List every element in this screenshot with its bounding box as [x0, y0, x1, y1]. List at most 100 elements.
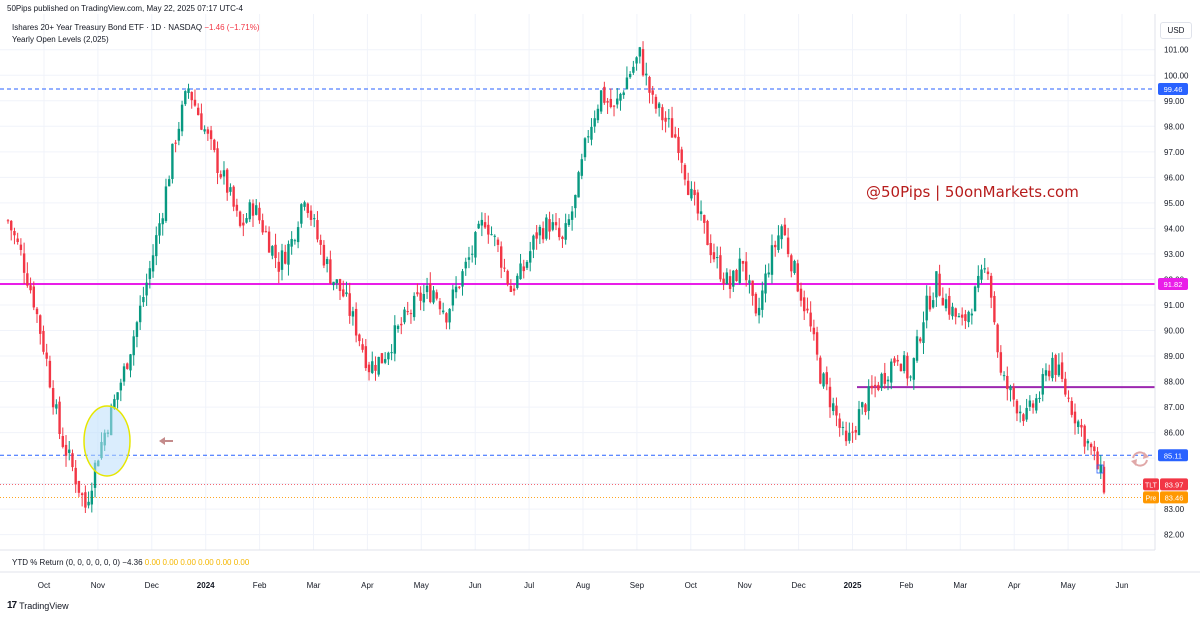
candle-body [393, 325, 397, 354]
candle-body [403, 309, 406, 323]
candle-body [296, 227, 300, 243]
price-tick-label: 98.00 [1164, 122, 1185, 131]
price-tick-label: 90.00 [1164, 326, 1185, 335]
candle-body [703, 214, 706, 223]
candle-body [722, 278, 725, 284]
candle-body [206, 129, 210, 134]
ytd-return-legend: YTD % Return (0, 0, 0, 0, 0, 0) −4.36 0.… [12, 558, 249, 567]
candle-body [416, 292, 419, 295]
candle-body [309, 210, 313, 220]
time-tick-label: Dec [791, 581, 805, 590]
candle-body [980, 269, 983, 280]
candle-body [587, 136, 590, 138]
candle-body [61, 436, 64, 447]
candle-body [973, 286, 977, 312]
candle-body [522, 266, 525, 272]
candle-body [171, 143, 174, 180]
candle-body [844, 430, 848, 442]
candle-body [699, 211, 703, 215]
candle-body [1035, 398, 1038, 411]
candle-body [503, 267, 506, 269]
candle-body [390, 352, 393, 354]
candle-body [516, 275, 519, 288]
candle-body [580, 159, 583, 176]
candle-body [828, 386, 832, 408]
candle-body [709, 242, 712, 256]
candle-body [306, 203, 309, 214]
candle-body [780, 226, 783, 240]
level-price-tag [1158, 83, 1188, 96]
candle-body [854, 430, 857, 433]
candle-body [39, 315, 42, 334]
candle-body [313, 218, 316, 220]
candle-body [387, 352, 390, 360]
candle-body [922, 322, 925, 344]
candlestick-series [6, 41, 1106, 514]
candle-body [383, 359, 387, 363]
ytd-label[interactable]: YTD % Return (0, 0, 0, 0, 0, 0) [12, 558, 121, 567]
price-value-label: 83.97 [1165, 480, 1184, 489]
candle-body [132, 336, 135, 356]
candle-body [48, 360, 52, 388]
time-tick-label: Apr [1008, 581, 1021, 590]
candle-body [806, 308, 809, 311]
candle-body [996, 324, 999, 353]
candle-body [619, 93, 622, 101]
price-tick-label: 97.00 [1164, 148, 1185, 157]
tradingview-footer[interactable]: 17 TradingView [7, 600, 69, 611]
candle-body [960, 314, 964, 318]
candle-body [728, 276, 732, 289]
level-price-tag [1158, 449, 1188, 462]
candle-body [500, 246, 503, 268]
candle-body [902, 355, 906, 372]
candle-body [551, 222, 554, 230]
candle-body [116, 392, 119, 400]
price-tick-label: 95.00 [1164, 199, 1185, 208]
candle-body [719, 255, 722, 280]
candle-body [783, 224, 787, 236]
candle-body [1086, 440, 1090, 444]
candle-body [26, 273, 29, 286]
candle-body [651, 90, 654, 95]
time-tick-label: Oct [38, 581, 51, 590]
candle-body [583, 138, 587, 158]
candle-body [29, 285, 32, 291]
time-tick-label: Aug [576, 581, 590, 590]
candle-body [155, 235, 158, 257]
candle-body [19, 244, 23, 250]
candle-body [870, 385, 874, 389]
candle-body [245, 218, 248, 223]
candle-body [138, 305, 142, 323]
candle-body [983, 268, 986, 270]
tradingview-logo-icon: 17 [7, 600, 17, 611]
candle-body [222, 170, 226, 177]
price-name-tag [1143, 491, 1159, 504]
symbol-title[interactable]: Ishares 20+ Year Treasury Bond ETF · 1D … [12, 23, 203, 32]
price-tick-label: 87.00 [1164, 403, 1185, 412]
candle-body [303, 202, 306, 207]
candle-body [886, 379, 890, 382]
candle-body [1077, 421, 1080, 427]
candle-body [284, 251, 287, 264]
candle-body [319, 239, 322, 245]
candle-body [58, 401, 61, 434]
candle-body [835, 405, 838, 416]
candle-body [751, 280, 754, 296]
candle-body [599, 90, 603, 112]
candle-body [1048, 370, 1051, 377]
candle-body [470, 253, 474, 255]
candle-body [477, 223, 480, 229]
currency-button[interactable]: USD [1160, 22, 1192, 39]
candle-body [957, 316, 961, 318]
time-axis: Oct Nov Dec 2024 Feb Mar Apr May Jun Jul Aug Sep Oct… [38, 581, 1129, 590]
candle-body [226, 169, 229, 193]
candle-body [213, 139, 216, 150]
candle-body [193, 99, 197, 106]
candle-body [928, 295, 932, 310]
candle-body [1031, 403, 1035, 408]
candle-body [42, 330, 45, 352]
price-tick-label: 86.00 [1164, 429, 1185, 438]
indicator-title[interactable]: Yearly Open Levels (2,025) [12, 35, 109, 44]
candle-body [135, 322, 139, 337]
